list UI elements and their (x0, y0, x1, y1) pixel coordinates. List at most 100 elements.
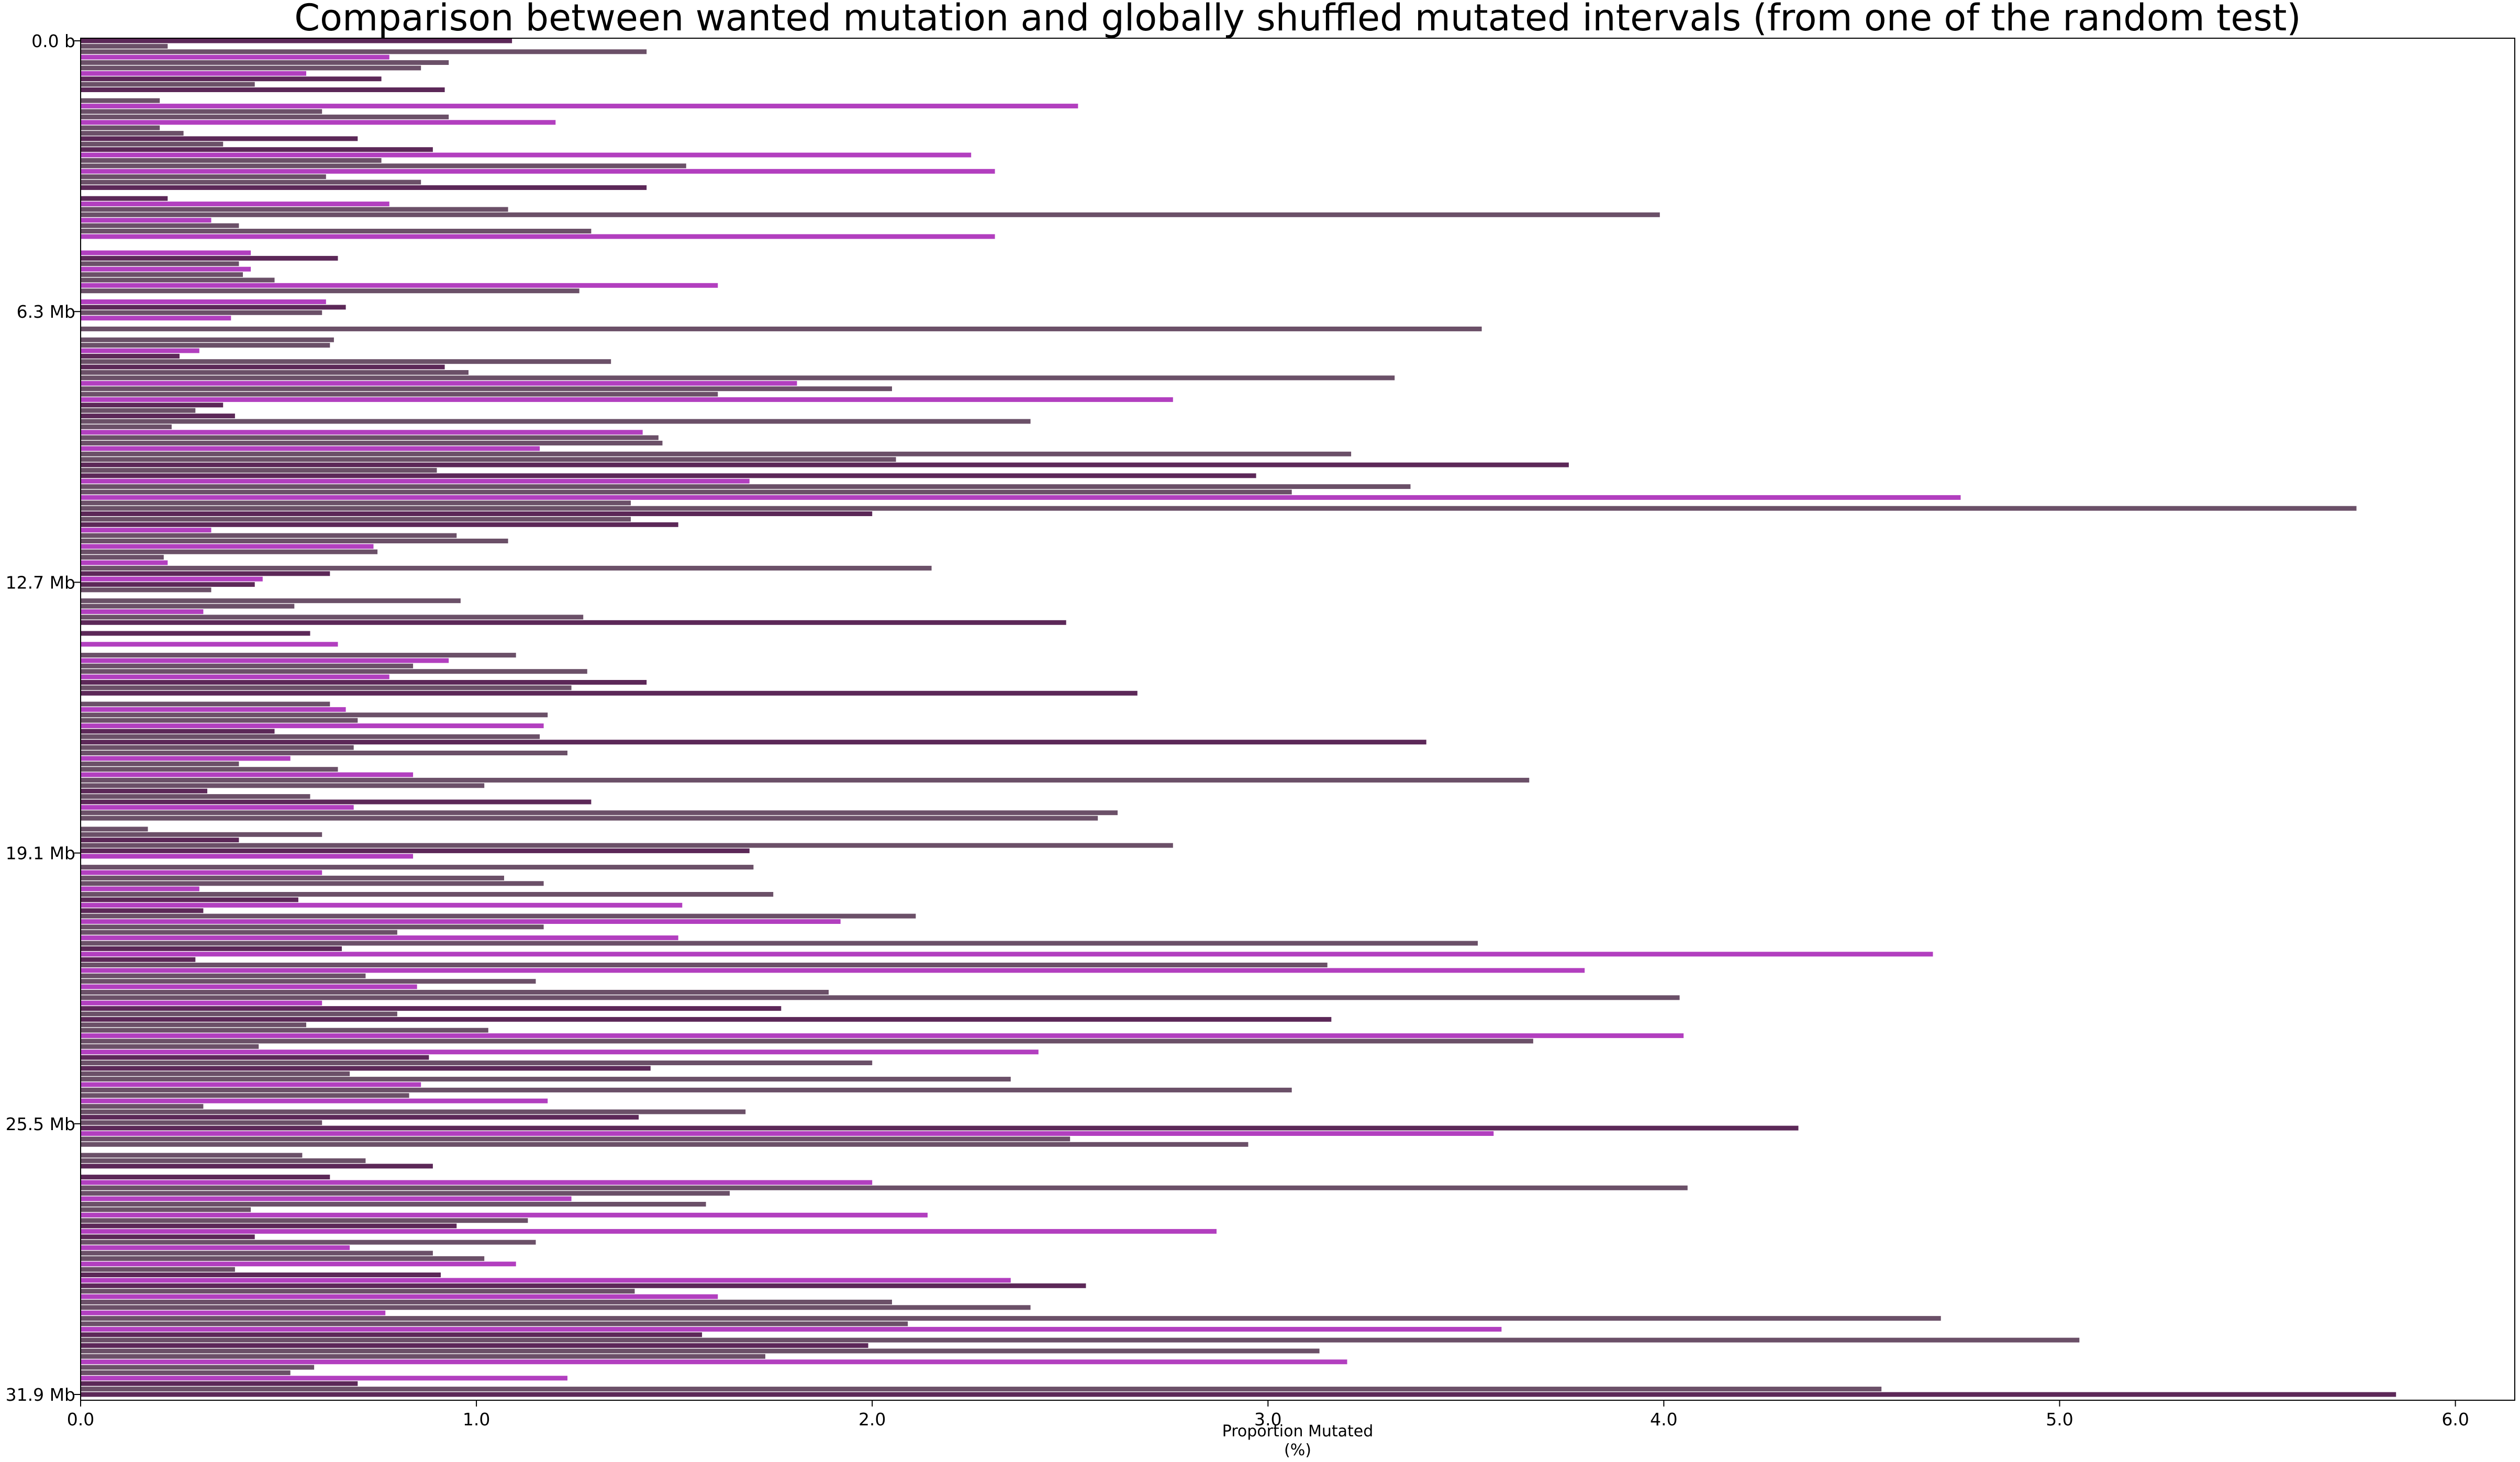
bar (81, 348, 199, 353)
bar (81, 1262, 516, 1267)
bar (81, 1365, 315, 1370)
bar (81, 1212, 928, 1218)
bar (81, 1283, 1086, 1288)
bar (81, 560, 168, 565)
bar (81, 185, 647, 190)
y-tick-label: 12.7 Mb (6, 572, 75, 593)
bar (81, 1114, 639, 1120)
bar (81, 82, 255, 87)
bar (81, 305, 346, 310)
bar (81, 669, 587, 674)
bar (81, 310, 322, 315)
bar (81, 1234, 255, 1240)
bar (81, 337, 334, 342)
bar (81, 147, 433, 152)
bar (81, 386, 892, 392)
bar (81, 261, 239, 266)
plot-frame (80, 38, 2515, 1401)
bar (81, 810, 1118, 816)
bar (81, 343, 330, 348)
bar (81, 1267, 235, 1272)
bar (81, 1294, 718, 1299)
bar (81, 98, 160, 103)
bar (81, 1376, 567, 1381)
bar (81, 1175, 330, 1180)
bar (81, 141, 224, 147)
bar (81, 180, 421, 185)
bar (81, 397, 1173, 402)
bar (81, 1299, 892, 1304)
bar (81, 1337, 2080, 1343)
bar (81, 712, 548, 718)
bar (81, 114, 449, 119)
bar (81, 364, 445, 370)
x-tick-label: 6.0 (2441, 1409, 2469, 1430)
bar (81, 777, 1530, 783)
bar (81, 544, 374, 549)
bar (81, 631, 310, 636)
bar (81, 816, 1098, 821)
bar (81, 299, 326, 304)
bar (81, 174, 326, 180)
bar (81, 968, 1585, 973)
bar (81, 1006, 782, 1011)
bar (81, 1305, 1031, 1310)
bar (81, 136, 358, 141)
bar (81, 1158, 366, 1163)
bar (81, 854, 414, 859)
bar (81, 555, 164, 560)
bar (81, 707, 346, 712)
bar (81, 87, 445, 92)
bar (81, 517, 631, 522)
x-tick-label: 5.0 (2046, 1409, 2073, 1430)
bar (81, 745, 354, 750)
bar (81, 881, 544, 886)
bar (81, 473, 1256, 478)
bar (81, 1289, 635, 1294)
bar (81, 441, 663, 445)
bar (81, 1370, 291, 1375)
bar (81, 468, 437, 473)
bar (81, 995, 1680, 1000)
bar (81, 403, 224, 408)
bar (81, 484, 1411, 489)
bar (81, 1207, 251, 1212)
bar (81, 587, 211, 593)
y-tick-label: 25.5 Mb (6, 1114, 75, 1134)
bar (81, 751, 567, 755)
y-tick-label: 31.9 Mb (6, 1385, 75, 1405)
y-tick-label: 6.3 Mb (17, 302, 75, 322)
bar (81, 663, 414, 668)
bar (81, 838, 239, 843)
bar (81, 1136, 1071, 1142)
bar (81, 370, 469, 375)
bar (81, 353, 180, 359)
bar (81, 604, 295, 609)
bar (81, 120, 556, 125)
bar (81, 1310, 386, 1315)
bar (81, 1055, 429, 1060)
bar (81, 1273, 441, 1277)
bar (81, 1387, 1882, 1392)
bar (81, 1256, 485, 1261)
bar (81, 76, 382, 82)
bar (81, 528, 211, 533)
bar (81, 718, 358, 723)
bar (81, 451, 1352, 456)
bar (81, 152, 972, 158)
x-axis-unit: (%) (1284, 1441, 1311, 1459)
bar (81, 419, 1031, 424)
bar (81, 60, 449, 65)
bar (81, 1321, 908, 1326)
bar (81, 234, 995, 239)
bar (81, 266, 251, 272)
x-tick-label: 1.0 (463, 1409, 490, 1430)
bar (81, 576, 263, 582)
bar (81, 495, 1961, 500)
bar (81, 500, 631, 506)
bar (81, 457, 896, 462)
bar (81, 158, 382, 163)
bar (81, 767, 338, 772)
bar (81, 1251, 433, 1256)
bar (81, 1191, 730, 1196)
